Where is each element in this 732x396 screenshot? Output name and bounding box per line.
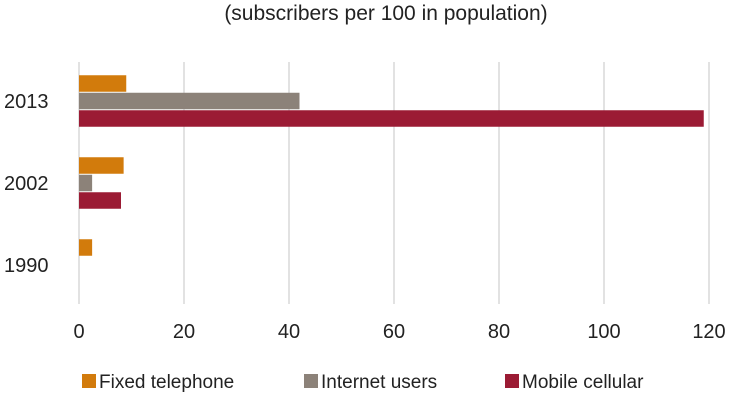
bars bbox=[79, 75, 704, 256]
legend-swatch bbox=[505, 374, 519, 388]
bar-mobile-cellular bbox=[79, 110, 704, 127]
x-tick-label: 20 bbox=[173, 321, 195, 343]
legend-item: Internet users bbox=[304, 372, 437, 393]
legend-label: Internet users bbox=[321, 372, 437, 393]
bar-fixed-telephone bbox=[79, 157, 124, 174]
bar-mobile-cellular bbox=[79, 192, 121, 209]
bar-fixed-telephone bbox=[79, 75, 127, 92]
x-tick-label: 40 bbox=[278, 321, 300, 343]
legend-label: Fixed telephone bbox=[99, 372, 234, 393]
legend-item: Mobile cellular bbox=[505, 372, 644, 393]
category-label: 2013 bbox=[4, 91, 49, 113]
chart-subtitle: (subscribers per 100 in population) bbox=[224, 2, 547, 25]
legend: Fixed telephone Internet users Mobile cell… bbox=[82, 372, 644, 393]
x-tick-label: 120 bbox=[692, 321, 725, 343]
bar-internet-users bbox=[79, 92, 300, 110]
x-tick-label: 0 bbox=[73, 321, 84, 343]
legend-swatch bbox=[82, 374, 96, 388]
x-axis-ticks: 0 20 40 60 80 100 120 bbox=[73, 321, 725, 343]
legend-swatch bbox=[304, 374, 318, 388]
category-label: 1990 bbox=[4, 255, 49, 277]
bar-internet-users bbox=[79, 174, 93, 192]
x-tick-label: 100 bbox=[587, 321, 620, 343]
legend-label: Mobile cellular bbox=[522, 372, 644, 393]
legend-item: Fixed telephone bbox=[82, 372, 234, 393]
x-tick-label: 60 bbox=[383, 321, 405, 343]
category-labels: 2013 2002 1990 bbox=[4, 91, 49, 277]
category-label: 2002 bbox=[4, 173, 49, 195]
bar-fixed-telephone bbox=[79, 239, 93, 256]
x-tick-label: 80 bbox=[488, 321, 510, 343]
